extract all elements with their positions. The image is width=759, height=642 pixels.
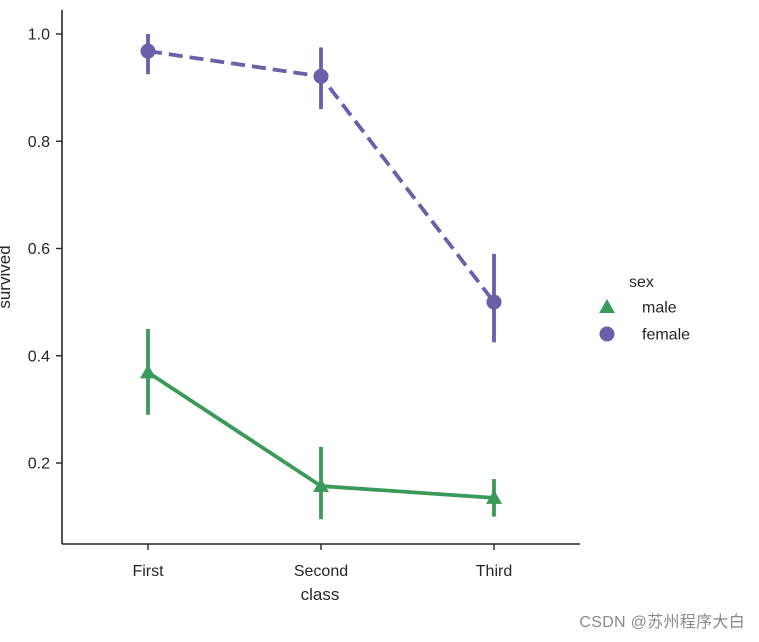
data-point xyxy=(313,478,329,493)
y-axis-title: survived xyxy=(0,245,14,308)
x-ticks: First Second Third xyxy=(132,544,512,580)
y-tick-label: 1.0 xyxy=(28,27,50,44)
y-tick-label: 0.8 xyxy=(28,134,50,151)
y-ticks: 0.2 0.4 0.6 0.8 1.0 xyxy=(28,27,62,473)
watermark: CSDN @苏州程序大白 xyxy=(579,614,745,631)
legend-marker-male xyxy=(599,299,615,313)
x-tick-label: Second xyxy=(294,563,348,580)
legend-title: sex xyxy=(629,274,654,291)
y-tick-label: 0.2 xyxy=(28,456,50,473)
series-female xyxy=(140,34,502,343)
y-tick-label: 0.6 xyxy=(28,241,50,258)
legend-label-male: male xyxy=(642,300,677,317)
x-axis-title: class xyxy=(301,585,340,604)
x-tick-label: Third xyxy=(476,563,512,580)
plot-area xyxy=(140,34,502,520)
data-point xyxy=(486,489,502,504)
legend-marker-female xyxy=(599,326,615,342)
data-point xyxy=(140,43,156,59)
data-point xyxy=(313,68,329,84)
x-tick-label: First xyxy=(132,563,164,580)
series-male xyxy=(140,328,502,520)
y-tick-label: 0.4 xyxy=(28,348,50,365)
legend: sex male female xyxy=(599,274,690,344)
data-point xyxy=(486,294,502,310)
data-point xyxy=(140,364,156,379)
legend-label-female: female xyxy=(642,327,690,344)
